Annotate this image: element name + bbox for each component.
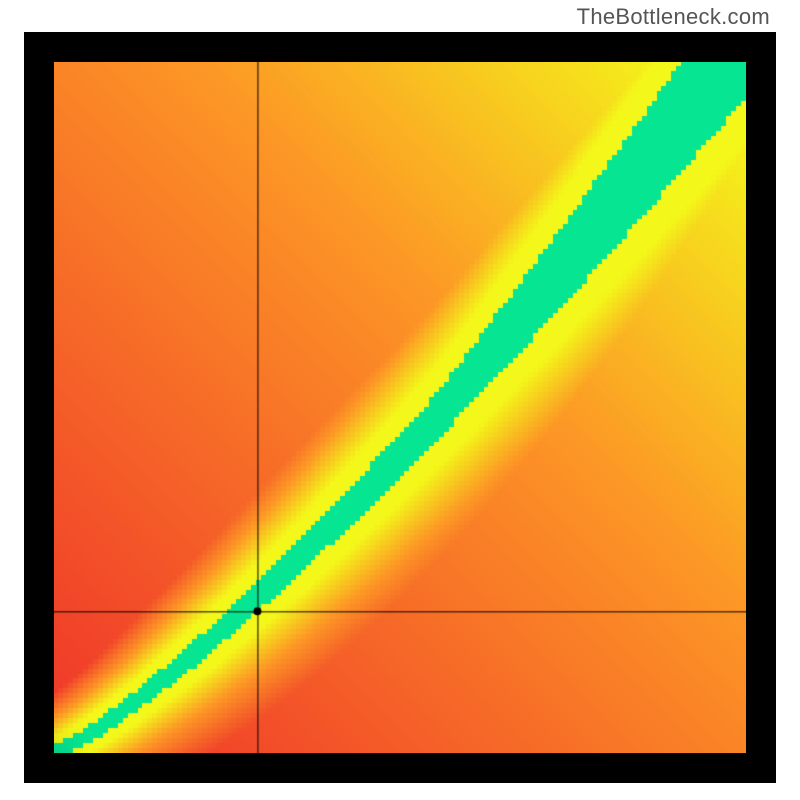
chart-container: TheBottleneck.com [0,0,800,800]
plot-outer-frame [24,32,776,783]
crosshair-overlay [54,62,746,753]
watermark-text: TheBottleneck.com [577,4,770,30]
